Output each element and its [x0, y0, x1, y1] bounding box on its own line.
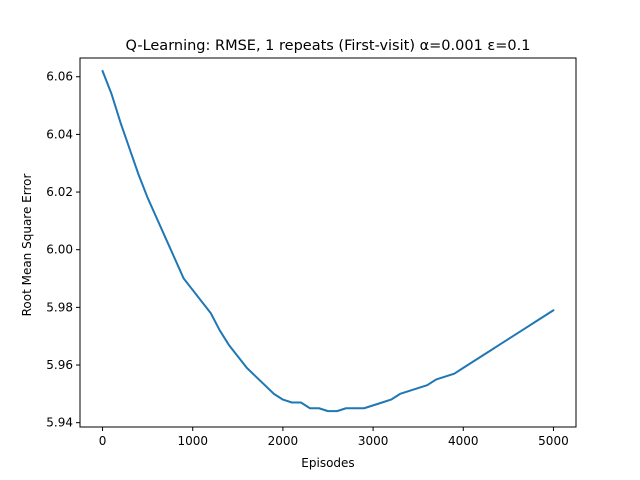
y-tick-label-5: 6.04	[46, 127, 73, 141]
x-tick-label-3: 3000	[358, 434, 389, 448]
y-tick-label-3: 6.00	[46, 243, 73, 257]
x-axis-label: Episodes	[301, 456, 354, 470]
y-axis-label: Root Mean Square Error	[20, 174, 34, 317]
x-tick-label-0: 0	[99, 434, 107, 448]
y-tick-label-2: 5.98	[46, 300, 73, 314]
series-line-0	[101, 69, 555, 413]
x-tick-label-1: 1000	[177, 434, 208, 448]
plot-area: 0 1000 2000 3000 4000 5000 5.94 5.96 5.98 6.00 6.0…	[46, 57, 577, 448]
x-tick-label-4: 4000	[448, 434, 479, 448]
y-tick-label-4: 6.02	[46, 185, 73, 199]
axes-frame	[79, 57, 577, 428]
chart-title: Q-Learning: RMSE, 1 repeats (First-visit…	[126, 38, 531, 54]
x-tick-label-5: 5000	[538, 434, 569, 448]
x-tick-label-2: 2000	[268, 434, 299, 448]
y-tick-label-6: 6.06	[46, 70, 73, 84]
y-tick-label-1: 5.96	[46, 358, 73, 372]
y-tick-label-0: 5.94	[46, 416, 73, 430]
